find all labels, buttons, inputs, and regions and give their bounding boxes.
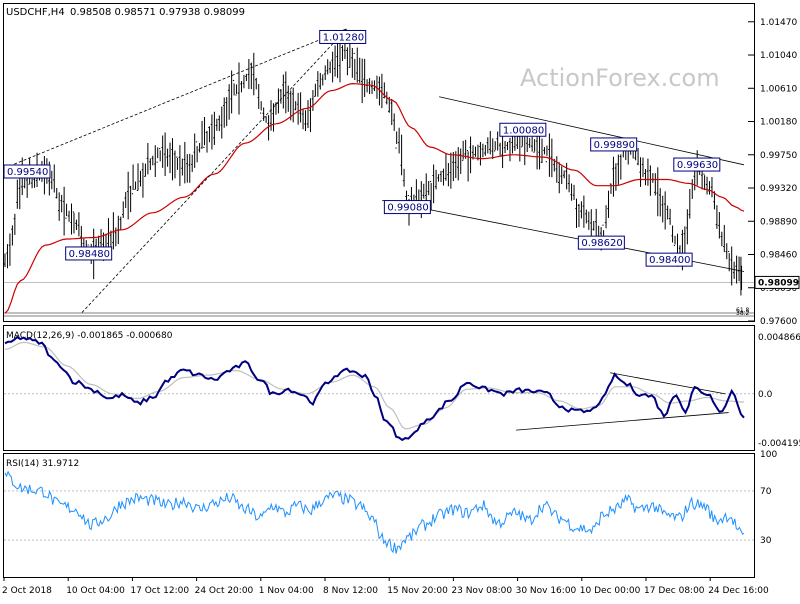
price-axis-label: 0.98890	[760, 217, 797, 227]
price-axis-label: 0.97600	[760, 317, 797, 327]
price-label-box	[645, 252, 693, 267]
price-trend-line	[81, 28, 348, 313]
price-axis-label: 0.99750	[760, 151, 797, 161]
price-label: 1.00080	[503, 125, 544, 136]
symbol-header: USDCHF,H4	[6, 7, 65, 18]
price-label-box	[319, 29, 367, 44]
price-label: 0.99890	[594, 140, 635, 151]
current-price-box	[754, 275, 800, 289]
price-axis-label: 0.98460	[760, 251, 797, 261]
price-label-box	[383, 200, 431, 215]
time-axis-label: 1 Nov 04:00	[259, 586, 314, 596]
price-label-box	[590, 137, 638, 152]
price-label: 0.98480	[69, 249, 110, 260]
moving-average-layer	[4, 82, 745, 314]
price-label-box	[577, 235, 625, 250]
time-axis-label: 10 Oct 04:00	[66, 586, 125, 596]
time-axis-label: 15 Nov 20:00	[387, 586, 448, 596]
price-label: 0.99630	[677, 160, 718, 171]
rsi-line	[4, 470, 745, 554]
price-axis-label: 1.00180	[760, 118, 797, 128]
price-label: 0.99540	[7, 167, 48, 178]
price-label: 0.99080	[387, 203, 428, 214]
time-axis-label: 24 Dec 16:00	[708, 586, 769, 596]
time-axis-label: 23 Nov 08:00	[451, 586, 512, 596]
watermark-layer: ActionForex.com	[520, 64, 720, 92]
time-axis-label: 2 Oct 2018	[2, 586, 52, 596]
macd-line	[4, 335, 745, 442]
macd-axis-label: 0.0	[758, 390, 773, 400]
time-axis-label: 24 Oct 20:00	[195, 586, 254, 596]
current-price-label: 0.98099	[758, 278, 799, 288]
macd-panel-frame	[3, 325, 755, 451]
ohlc-header: 0.98508 0.98571 0.97938 0.98099	[70, 7, 245, 18]
rsi-axis-label: 30	[760, 536, 772, 546]
price-trend-line	[439, 96, 745, 166]
price-axis-label: 1.00610	[760, 84, 797, 94]
macd-axis-label: 0.004866	[758, 333, 800, 343]
fib-label: 38.2	[736, 310, 750, 317]
macd-title: MACD(12,26,9) -0.001865 -0.000680	[6, 331, 173, 341]
price-trend-line	[4, 28, 347, 169]
rsi-axis-label: 70	[760, 487, 772, 497]
price-label-box	[3, 164, 51, 179]
price-label-box	[673, 157, 721, 172]
macd-axis-label: -0.004195	[758, 439, 800, 449]
time-axis-label: 30 Nov 16:00	[516, 586, 577, 596]
rsi-title: RSI(14) 31.9712	[6, 459, 79, 469]
price-label-box	[65, 246, 113, 261]
price-axis-label: 1.01470	[760, 18, 797, 28]
time-axis-label: 17 Dec 08:00	[644, 586, 705, 596]
price-bars-layer	[3, 36, 743, 296]
price-label: 0.98400	[649, 255, 690, 266]
macd-trend-line	[516, 412, 729, 431]
macd-trend-line	[609, 372, 726, 395]
time-axis-label: 17 Oct 12:00	[130, 586, 189, 596]
price-panel-frame	[3, 3, 755, 322]
macd-layer: MACD(12,26,9) -0.001865 -0.000680	[4, 331, 754, 442]
price-labels-layer: 0.99540 0.98480 1.01280 0.99080 1.00080 0.986…	[3, 29, 721, 267]
rsi-panel-frame	[3, 453, 755, 578]
grid-layer	[3, 21, 754, 581]
time-axis-label: 8 Nov 12:00	[323, 586, 378, 596]
moving-average-line	[4, 82, 745, 314]
price-label: 1.01280	[323, 32, 364, 43]
time-axis-label: 10 Dec 00:00	[580, 586, 641, 596]
rsi-axis-label: 100	[760, 450, 777, 460]
rsi-layer: RSI(14) 31.9712	[4, 459, 754, 554]
price-label-box	[499, 122, 547, 137]
fib-label: 61.8	[736, 307, 750, 314]
macd-signal-line	[4, 341, 744, 430]
watermark-text: ActionForex.com	[520, 64, 720, 92]
price-axis-label: 1.01040	[760, 51, 797, 61]
price-axis-label: 0.99320	[760, 184, 797, 194]
price-label: 0.98620	[581, 238, 622, 249]
axis-labels-layer: 1.01470 1.01040 1.00610 1.00180 0.99750 0.993…	[2, 18, 800, 596]
